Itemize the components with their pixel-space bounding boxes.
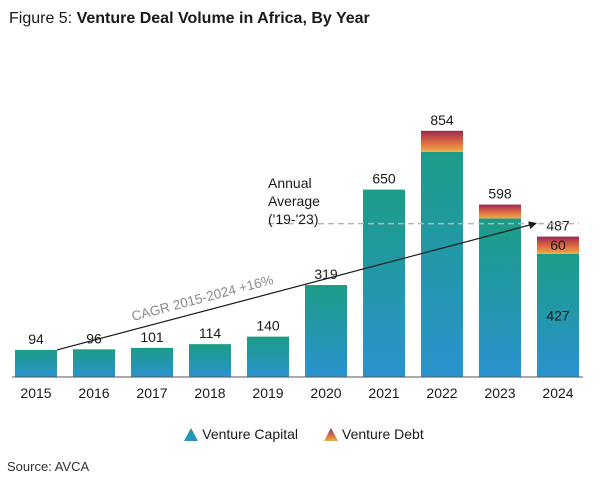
title-main: Venture Deal Volume in Africa, By Year: [76, 10, 370, 27]
bar-venture-debt-2023: [479, 204, 521, 219]
title-prefix: Figure 5:: [9, 10, 77, 27]
venture-debt-triangle-icon: [324, 427, 338, 441]
legend: Venture Capital Venture Debt: [0, 426, 608, 442]
x-tick-2016: 2016: [78, 385, 109, 401]
bar-venture-capital-2024: [537, 253, 579, 377]
x-tick-2018: 2018: [194, 385, 225, 401]
total-label-2022: 854: [430, 112, 454, 128]
legend-item-venture-debt: Venture Debt: [324, 426, 424, 442]
total-label-2016: 96: [86, 330, 102, 346]
total-label-2017: 101: [140, 329, 164, 345]
x-tick-2015: 2015: [20, 385, 51, 401]
total-label-2020: 319: [314, 266, 338, 282]
x-tick-2019: 2019: [252, 385, 283, 401]
total-label-2024: 487: [546, 218, 570, 234]
bar-venture-capital-2021: [363, 189, 405, 377]
bar-venture-capital-2022: [421, 151, 463, 377]
x-tick-2022: 2022: [426, 385, 457, 401]
x-tick-2024: 2024: [542, 385, 573, 401]
total-label-2015: 94: [28, 331, 44, 347]
segment-label-venture-capital-2024: 427: [546, 307, 570, 323]
average-label-line: Average: [268, 193, 320, 209]
bar-chart: 94 96 101 114 140 319 650 854 598 487 427 60 Annual…: [12, 112, 583, 401]
x-tick-2021: 2021: [368, 385, 399, 401]
bar-venture-capital-2018: [189, 344, 231, 377]
chart-title: Figure 5: Venture Deal Volume in Africa,…: [9, 10, 370, 28]
cagr-arrow: [56, 221, 537, 351]
legend-label-venture-capital: Venture Capital: [202, 426, 298, 442]
bar-venture-capital-2016: [73, 349, 115, 377]
total-label-2019: 140: [256, 318, 280, 334]
x-tick-2023: 2023: [484, 385, 515, 401]
bar-venture-capital-2019: [247, 336, 289, 377]
venture-capital-triangle-icon: [184, 427, 199, 441]
average-label: Annual Average ('19-'23): [268, 175, 320, 227]
total-label-2021: 650: [372, 171, 396, 187]
x-tick-2017: 2017: [136, 385, 167, 401]
total-label-2018: 114: [199, 325, 222, 341]
source-note: Source: AVCA: [7, 459, 90, 474]
bar-venture-capital-2023: [479, 218, 521, 377]
bar-venture-capital-2015: [15, 349, 57, 377]
bar-venture-capital-2020: [305, 285, 347, 377]
x-tick-2020: 2020: [310, 385, 341, 401]
legend-label-venture-debt: Venture Debt: [342, 426, 424, 442]
total-label-2023: 598: [488, 186, 512, 202]
bar-venture-capital-2017: [131, 347, 173, 377]
segment-label-venture-debt-2024: 60: [550, 237, 566, 253]
bar-venture-debt-2022: [421, 130, 463, 152]
average-label-line: ('19-'23): [268, 211, 318, 227]
average-label-line: Annual: [268, 175, 312, 191]
bar-venture-debt-2024: [537, 236, 579, 254]
legend-item-venture-capital: Venture Capital: [184, 426, 298, 442]
